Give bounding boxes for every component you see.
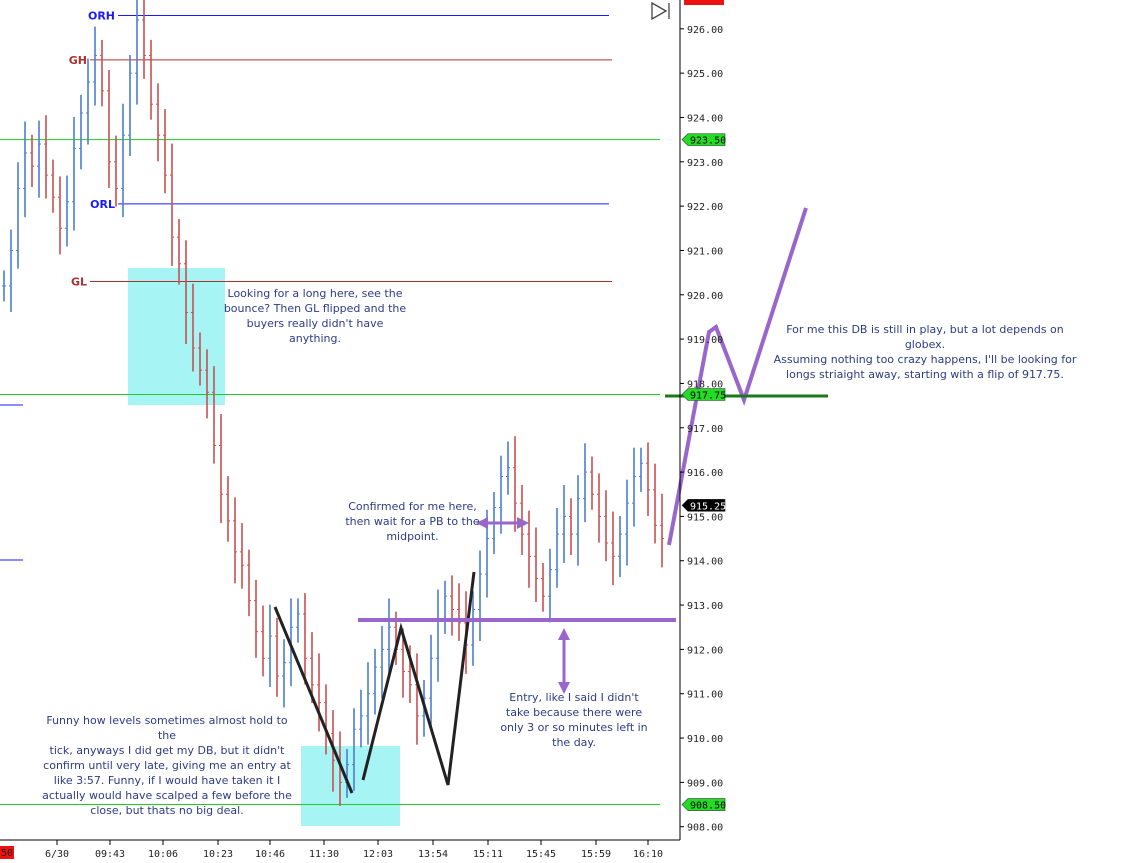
double-bottom-trendline xyxy=(361,571,476,786)
y-tick-label: 916.00 xyxy=(687,468,723,479)
double-bottom-trendline xyxy=(273,606,354,794)
y-tick-label: 912.00 xyxy=(687,645,723,656)
price-bars xyxy=(2,0,664,806)
y-tick-label: 914.00 xyxy=(687,557,723,568)
y-tick-label: 921.00 xyxy=(687,246,723,257)
time-tag-left xyxy=(0,846,14,859)
price-tags: 923.50 917.75 915.25 908.50 xyxy=(681,133,726,812)
y-tick-label: 911.00 xyxy=(687,690,723,701)
y-tick-label: 913.00 xyxy=(687,601,723,612)
x-tick-label: 13:54 xyxy=(418,849,448,860)
annotation-entry: Entry, like I said I didn't take because… xyxy=(500,691,648,749)
x-tick-label: 15:11 xyxy=(473,849,503,860)
price-tag xyxy=(681,133,726,146)
price-tag-text: 908.50 xyxy=(690,801,726,812)
y-tick-label: 925.00 xyxy=(687,69,723,80)
y-tick-label: 919.00 xyxy=(687,335,723,346)
level-label: ORL xyxy=(90,198,115,211)
top-price-tag xyxy=(684,0,724,5)
x-tick-label: 10:46 xyxy=(255,849,285,860)
y-tick-label: 920.00 xyxy=(687,291,723,302)
price-tag xyxy=(681,388,726,401)
y-tick-label: 908.00 xyxy=(687,823,723,834)
x-tick-label: 15:59 xyxy=(581,849,611,860)
y-tick-label: 915.00 xyxy=(687,512,723,523)
level-label: GL xyxy=(71,275,87,288)
x-tick-label: 6/30 xyxy=(45,849,69,860)
y-tick-label: 918.00 xyxy=(687,379,723,390)
price-tag xyxy=(681,798,726,811)
price-tag xyxy=(681,499,726,512)
y-tick-label: 910.00 xyxy=(687,734,723,745)
x-tick-label: 15:45 xyxy=(526,849,556,860)
y-tick-label: 922.00 xyxy=(687,202,723,213)
y-tick-label: 926.00 xyxy=(687,25,723,36)
annotation-levels: Funny how levels sometimes almost hold t… xyxy=(42,714,292,817)
x-tick-label: 10:23 xyxy=(203,849,233,860)
level-lines: ORH GH ORL GL xyxy=(0,10,660,806)
entry-arrow xyxy=(558,628,570,694)
annotation-confirmed: Confirmed for me here, then wait for a P… xyxy=(345,500,480,543)
time-tag-left-text: 50 xyxy=(1,848,13,859)
y-tick-label: 909.00 xyxy=(687,778,723,789)
y-tick-label: 917.00 xyxy=(687,424,723,435)
highlight-box-bounce xyxy=(128,268,225,405)
projection-zigzag xyxy=(667,207,808,546)
level-label: GH xyxy=(69,54,87,67)
x-tick-label: 12:03 xyxy=(363,849,393,860)
price-tag-text: 923.50 xyxy=(690,136,726,147)
price-tag-text: 917.75 xyxy=(690,391,726,402)
x-axis: 6/30 09:43 10:06 10:23 10:46 11:30 12:03 13:54 1… xyxy=(45,840,663,860)
x-tick-label: 10:06 xyxy=(148,849,178,860)
confirm-arrow xyxy=(476,517,529,529)
x-tick-label: 09:43 xyxy=(95,849,125,860)
y-tick-label: 923.00 xyxy=(687,158,723,169)
y-axis: 926.00 925.00 924.00 923.00 922.00 921.00 920.… xyxy=(680,25,723,834)
y-tick-label: 924.00 xyxy=(687,113,723,124)
x-tick-label: 11:30 xyxy=(309,849,339,860)
price-tag-text: 915.25 xyxy=(690,501,726,512)
level-label: ORH xyxy=(88,10,115,23)
annotation-outlook: For me this DB is still in play, but a l… xyxy=(773,323,1077,381)
annotation-bounce: Looking for a long here, see the bounce?… xyxy=(223,287,407,345)
x-tick-label: 16:10 xyxy=(633,849,663,860)
play-to-end-icon[interactable] xyxy=(650,1,674,21)
